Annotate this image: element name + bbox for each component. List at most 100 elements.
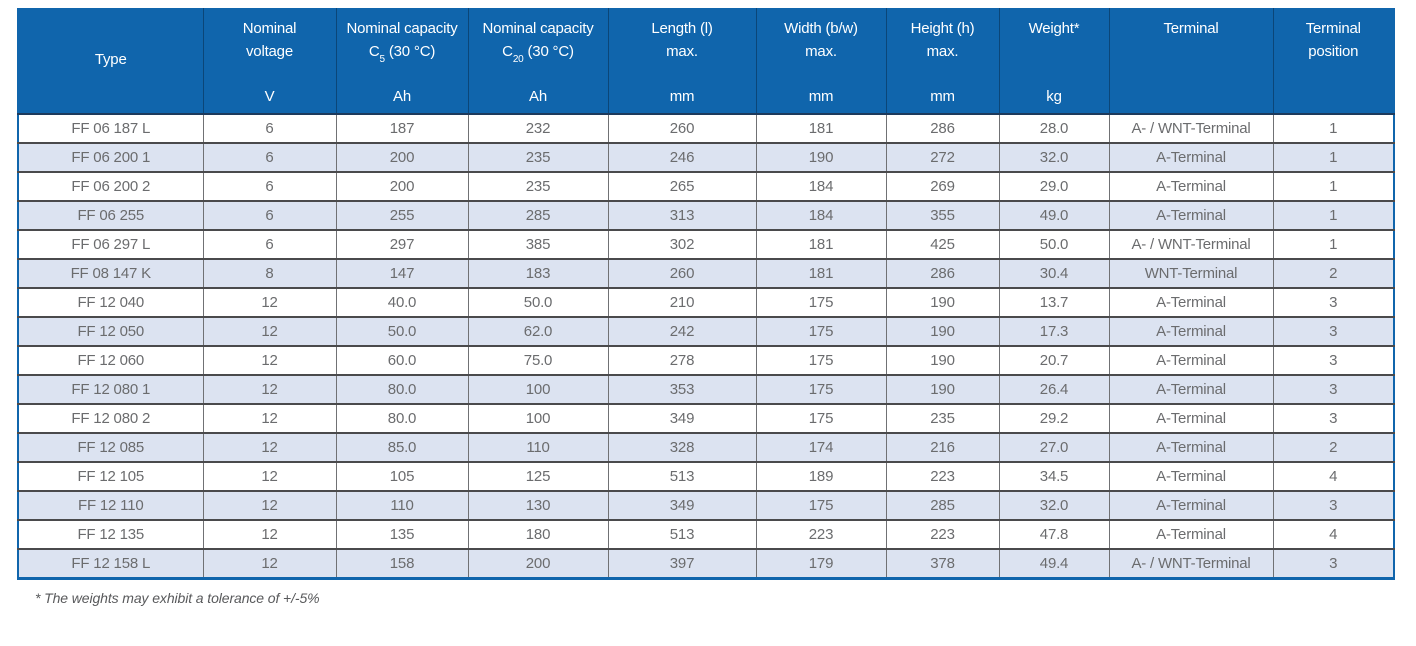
table-cell: 50.0 [467,287,608,317]
table-cell: 265 [607,171,756,201]
col-header-type: Type [18,8,203,115]
col-header-terminal: Terminal [1108,8,1273,115]
table-cell: 190 [755,142,886,172]
table-cell: 4 [1272,461,1394,491]
table-cell: 328 [607,432,756,462]
table-row: FF 06 200 1 6 200 235 246 190 272 32.0 A-Termina… [18,142,1394,172]
table-cell: 2 [1272,432,1394,462]
table-cell: 3 [1272,345,1394,375]
table-row: FF 12 080 2 12 80.0 100 349 175 235 29.2 A-Termi… [18,403,1394,433]
table-cell: 216 [885,432,999,462]
table-row: FF 12 105 12 105 125 513 189 223 34.5 A-Terminal… [18,461,1394,491]
table-cell: 4 [1272,519,1394,549]
table-cell: FF 06 187 L [18,114,203,143]
table-cell: FF 12 105 [18,461,203,491]
table-cell: 232 [467,114,608,143]
table-row: FF 12 040 12 40.0 50.0 210 175 190 13.7 A-Termin… [18,287,1394,317]
col-label: Terminal position [1305,20,1361,60]
table-cell: 75.0 [467,345,608,375]
col-header-weight: Weight* kg [998,8,1109,115]
table-cell: 174 [755,432,886,462]
table-cell: 32.0 [998,490,1109,520]
table-cell: 1 [1272,229,1394,259]
table-row: FF 12 158 L 12 158 200 397 179 378 49.4 A- / WNT… [18,548,1394,578]
table-row: FF 12 080 1 12 80.0 100 353 175 190 26.4 A-Termi… [18,374,1394,404]
table-row: FF 06 187 L 6 187 232 260 181 286 28.0 A- / WNT-… [18,114,1394,143]
table-cell: 223 [885,519,999,549]
table-cell: 12 [202,287,336,317]
table-cell: 285 [467,200,608,230]
table-cell: 6 [202,114,336,143]
table-cell: 235 [467,142,608,172]
table-cell: A-Terminal [1108,374,1273,404]
table-cell: 183 [467,258,608,288]
table-cell: 1 [1272,171,1394,201]
table-cell: A-Terminal [1108,316,1273,346]
table-cell: FF 12 110 [18,490,203,520]
table-cell: 187 [335,114,468,143]
table-cell: 513 [607,461,756,491]
table-cell: 184 [755,171,886,201]
col-header-nominal-voltage: Nominal voltage V [202,8,336,115]
table-row: FF 12 085 12 85.0 110 328 174 216 27.0 A-Termina… [18,432,1394,462]
table-cell: FF 12 050 [18,316,203,346]
table-cell: 12 [202,519,336,549]
table-cell: 26.4 [998,374,1109,404]
table-body: FF 06 187 L 6 187 232 260 181 286 28.0 A- / WNT-… [18,114,1394,578]
table-cell: 125 [467,461,608,491]
table-cell: 425 [885,229,999,259]
table-cell: FF 06 200 1 [18,142,203,172]
table-cell: 235 [885,403,999,433]
table-cell: 189 [755,461,886,491]
table-cell: 302 [607,229,756,259]
table-cell: 378 [885,548,999,578]
table-cell: 12 [202,403,336,433]
col-label: Weight* [1028,20,1080,37]
table-cell: A- / WNT-Terminal [1108,114,1273,143]
table-cell: 175 [755,287,886,317]
table-cell: 184 [755,200,886,230]
table-cell: A- / WNT-Terminal [1108,229,1273,259]
table-cell: 297 [335,229,468,259]
table-cell: 272 [885,142,999,172]
table-cell: 235 [467,171,608,201]
weight-tolerance-footnote: * The weights may exhibit a tolerance of… [35,589,320,606]
table-cell: 353 [607,374,756,404]
table-cell: 260 [607,114,756,143]
col-header-width: Width (b/w) max. mm [755,8,886,115]
table-cell: 200 [467,548,608,578]
table-cell: 286 [885,114,999,143]
table-cell: 200 [335,142,468,172]
subscript: 5 [379,53,386,65]
table-cell: 242 [607,316,756,346]
table-cell: 175 [755,374,886,404]
table-cell: 210 [607,287,756,317]
table-cell: A-Terminal [1108,461,1273,491]
table-cell: A- / WNT-Terminal [1108,548,1273,578]
table-cell: 50.0 [998,229,1109,259]
table-cell: 32.0 [998,142,1109,172]
table-cell: 80.0 [335,374,468,404]
table-cell: 100 [467,403,608,433]
col-unit: Ah [529,88,547,105]
table-cell: 135 [335,519,468,549]
table-cell: FF 08 147 K [18,258,203,288]
table-cell: 3 [1272,403,1394,433]
table-cell: FF 06 255 [18,200,203,230]
table-cell: 190 [885,374,999,404]
table-cell: A-Terminal [1108,345,1273,375]
table-cell: 85.0 [335,432,468,462]
table-cell: 246 [607,142,756,172]
table-cell: 286 [885,258,999,288]
table-cell: FF 12 060 [18,345,203,375]
table-row: FF 12 135 12 135 180 513 223 223 47.8 A-Terminal… [18,519,1394,549]
table-cell: 12 [202,490,336,520]
table-cell: A-Terminal [1108,171,1273,201]
table-cell: 100 [467,374,608,404]
table-cell: 313 [607,200,756,230]
table-row: FF 06 297 L 6 297 385 302 181 425 50.0 A- / WNT-… [18,229,1394,259]
table-cell: 3 [1272,287,1394,317]
table-cell: 47.8 [998,519,1109,549]
table-cell: 49.4 [998,548,1109,578]
table-cell: 175 [755,490,886,520]
